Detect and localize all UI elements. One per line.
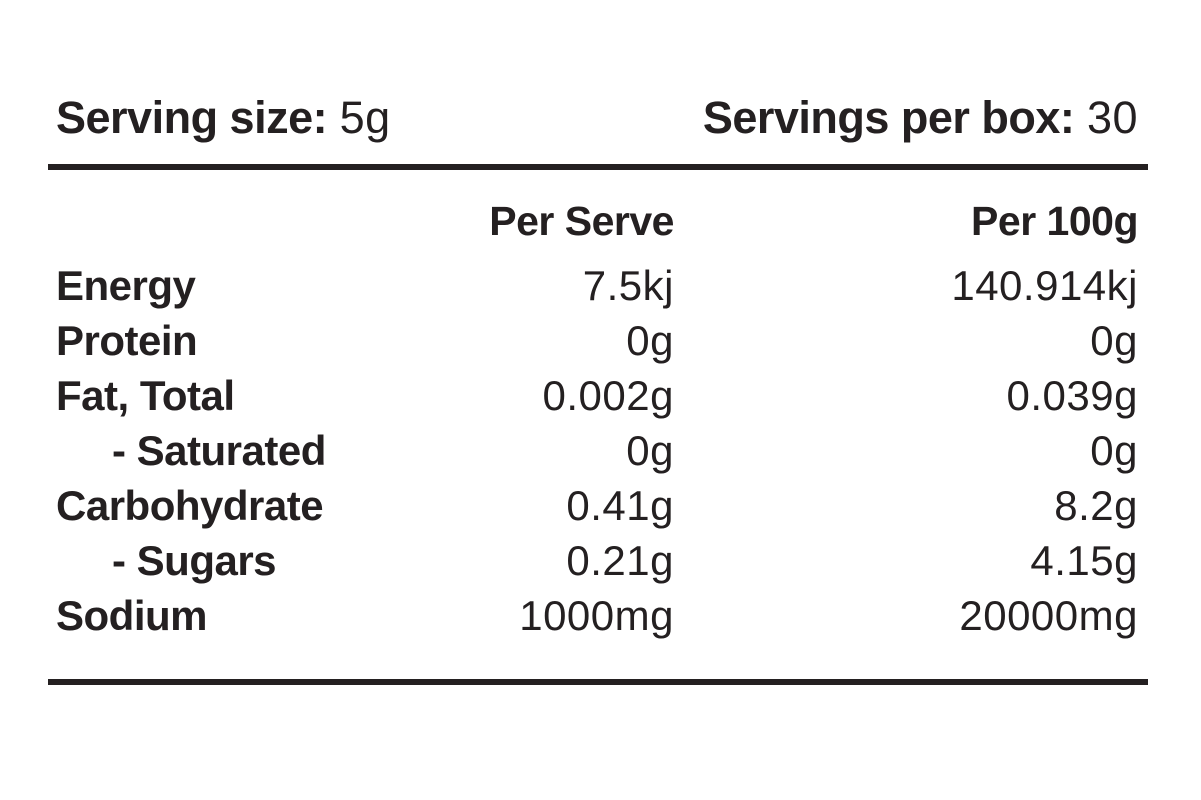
nutrient-row: Protein 0g 0g <box>48 313 1148 368</box>
servings-per-box-label: Servings per box: <box>702 92 1075 143</box>
nutrient-label: Protein <box>56 317 198 365</box>
nutrient-label: Carbohydrate <box>56 482 324 530</box>
nutrient-label: Energy <box>56 262 196 310</box>
nutrient-row: Energy 7.5kj 140.914kj <box>48 258 1148 313</box>
nutrient-row: - Sugars 0.21g 4.15g <box>48 533 1148 588</box>
serving-size-value: 5g <box>339 92 391 143</box>
per-serve-value: 1000mg <box>519 592 674 640</box>
nutrient-label: Fat, Total <box>56 372 235 420</box>
nutrient-label: - Saturated <box>112 427 326 475</box>
per-serve-column-header: Per Serve <box>489 198 674 245</box>
per-serve-value: 0.002g <box>542 372 674 420</box>
table-header-row: Per Serve Per 100g <box>48 196 1148 246</box>
per-100g-value: 0.039g <box>1006 372 1138 420</box>
serving-size-label: Serving size: <box>56 92 328 143</box>
nutrient-row: Fat, Total 0.002g 0.039g <box>48 368 1148 423</box>
per-serve-value: 7.5kj <box>582 262 674 310</box>
nutrient-row: Carbohydrate 0.41g 8.2g <box>48 478 1148 533</box>
per-100g-column-header: Per 100g <box>971 198 1138 245</box>
per-100g-value: 140.914kj <box>951 262 1138 310</box>
nutrient-rows: Energy 7.5kj 140.914kj Protein 0g 0g Fat… <box>48 258 1148 643</box>
servings-per-box: Servings per box: 30 <box>703 92 1148 144</box>
per-serve-value: 0g <box>626 317 674 365</box>
top-rule <box>48 164 1148 171</box>
per-serve-value: 0.21g <box>566 537 674 585</box>
nutrient-row: - Saturated 0g 0g <box>48 423 1148 478</box>
nutrition-panel-content: Serving size: 5g Servings per box: 30 Pe… <box>48 0 1148 686</box>
bottom-rule <box>48 679 1148 686</box>
nutrient-label: - Sugars <box>112 537 277 585</box>
servings-per-box-value: 30 <box>1086 92 1138 143</box>
per-serve-value: 0.41g <box>566 482 674 530</box>
nutrient-label: Sodium <box>56 592 208 640</box>
per-100g-value: 0g <box>1090 427 1138 475</box>
per-100g-value: 8.2g <box>1054 482 1138 530</box>
nutrient-column-header <box>48 196 448 246</box>
serving-size: Serving size: 5g <box>48 92 391 144</box>
nutrient-row: Sodium 1000mg 20000mg <box>48 588 1148 643</box>
per-serve-value: 0g <box>626 427 674 475</box>
serving-info-row: Serving size: 5g Servings per box: 30 <box>48 92 1148 144</box>
per-100g-value: 4.15g <box>1030 537 1138 585</box>
per-100g-value: 20000mg <box>959 592 1138 640</box>
per-100g-value: 0g <box>1090 317 1138 365</box>
